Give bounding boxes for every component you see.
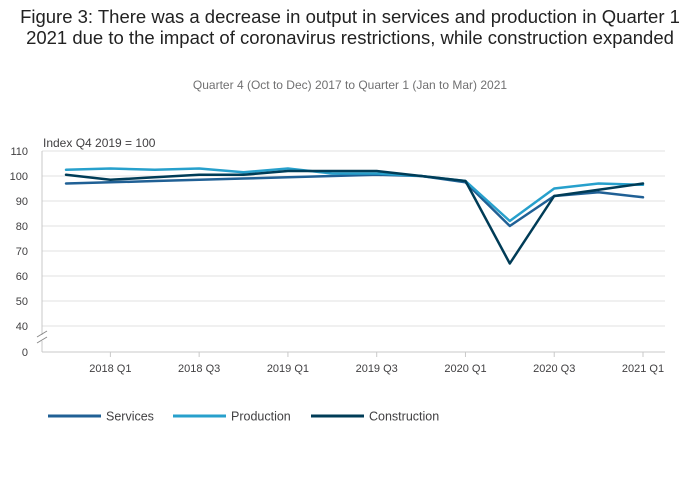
x-tick-label: 2021 Q1 [622,363,664,375]
legend-label-construction: Construction [369,410,439,424]
y-tick-label: 70 [16,246,28,258]
y-tick-label: 80 [16,221,28,233]
legend: Services Production Construction [48,410,439,424]
x-tick-label: 2018 Q1 [89,363,131,375]
y-tick-label: 40 [16,321,28,333]
axis-break-mark [36,330,48,338]
series-lines [64,167,645,265]
x-axis: 2018 Q1 2018 Q3 2019 Q1 2019 Q3 2020 Q1 2020 … [89,352,664,375]
axis-break-mark [36,336,48,344]
series-line-services [64,173,645,228]
x-tick-label: 2018 Q3 [178,363,220,375]
y-tick-label: 0 [22,347,28,359]
chart-subtitle: Quarter 4 (Oct to Dec) 2017 to Quarter 1… [192,78,508,92]
series-line-production [64,167,645,223]
y-axis-label: Index Q4 2019 = 100 [43,136,156,150]
x-tick-label: 2019 Q1 [267,363,309,375]
legend-label-production: Production [231,410,291,424]
y-tick-label: 50 [16,296,28,308]
x-tick-label: 2020 Q1 [444,363,486,375]
legend-label-services: Services [106,410,154,424]
x-tick-label: 2020 Q3 [533,363,575,375]
grid-lines [36,150,665,353]
y-tick-label: 110 [10,146,28,158]
y-tick-label: 100 [10,171,28,183]
x-tick-label: 2019 Q3 [356,363,398,375]
y-axis: 110 100 90 80 70 60 50 40 0 [10,146,28,359]
series-line-construction [64,169,645,265]
y-tick-label: 60 [16,271,28,283]
chart-title: Figure 3: There was a decrease in output… [20,6,680,48]
y-tick-label: 90 [16,196,28,208]
